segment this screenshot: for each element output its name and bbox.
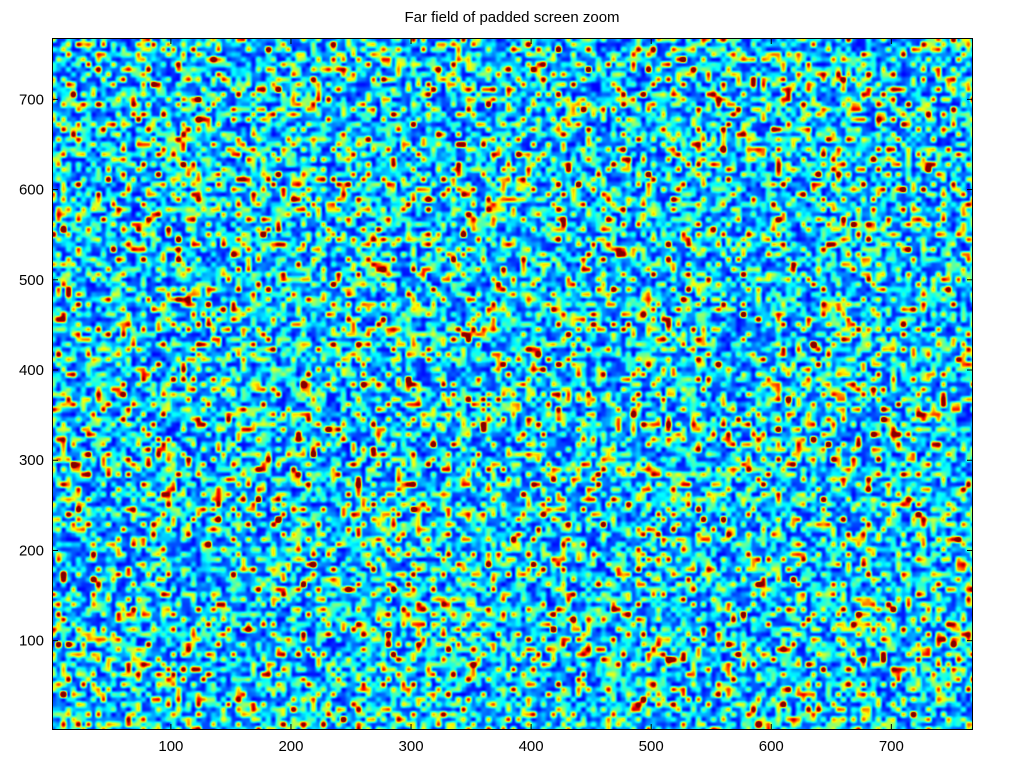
x-tick-label: 100 (158, 738, 183, 755)
chart-title: Far field of padded screen zoom (404, 9, 620, 26)
x-tick-label: 300 (399, 738, 424, 755)
y-tick-label: 700 (19, 91, 44, 108)
plot-area (52, 38, 973, 730)
x-tick-label: 200 (278, 738, 303, 755)
y-tick-label: 100 (19, 633, 44, 650)
y-tick-label: 500 (19, 272, 44, 289)
y-tick-label: 600 (19, 182, 44, 199)
y-tick-label: 300 (19, 452, 44, 469)
y-tick-label: 200 (19, 542, 44, 559)
x-tick-label: 600 (759, 738, 784, 755)
x-tick-label: 500 (639, 738, 664, 755)
heatmap-image (53, 39, 972, 729)
x-tick-label: 400 (519, 738, 544, 755)
y-tick-label: 400 (19, 362, 44, 379)
x-tick-label: 700 (879, 738, 904, 755)
